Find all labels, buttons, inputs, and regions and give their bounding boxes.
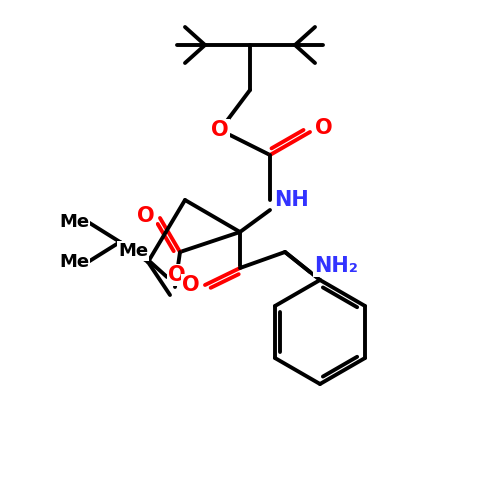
Text: O: O	[211, 120, 229, 140]
Text: NH: NH	[274, 190, 310, 210]
Text: NH₂: NH₂	[314, 256, 358, 276]
Text: O: O	[168, 265, 186, 285]
Text: Me: Me	[59, 253, 89, 271]
Text: O: O	[137, 206, 155, 226]
Text: Me: Me	[118, 242, 148, 260]
Text: O: O	[182, 275, 200, 295]
Text: O: O	[315, 118, 333, 138]
Text: Me: Me	[59, 213, 89, 231]
